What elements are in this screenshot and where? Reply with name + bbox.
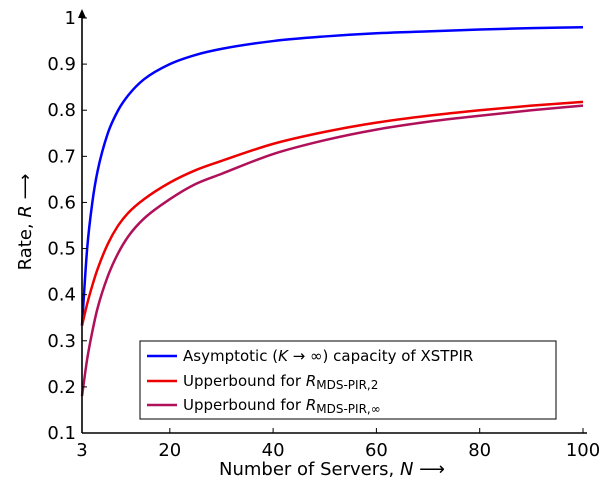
y-tick-label: 0.9 (47, 54, 76, 75)
axes (78, 9, 587, 434)
y-tick-label: 0.5 (47, 239, 76, 260)
series-curves (80, 25, 584, 397)
legend-box (139, 340, 557, 420)
x-axis-ticks: 3 20 40 60 80 100 (76, 428, 600, 461)
x-tick-label: 3 (76, 440, 87, 461)
curve-upperbound-mds-pir-inf (80, 104, 584, 397)
y-tick-label: 1 (65, 8, 76, 29)
legend-label-asymptotic: Asymptotic (K → ∞) capacity of XSTPIR (183, 347, 473, 365)
y-axis-ticks: 0.1 0.2 0.3 0.4 0.5 0.6 0.7 0.8 0.9 1 (47, 8, 87, 444)
curve-upperbound-mds-pir-2 (80, 100, 584, 326)
x-tick-label: 80 (468, 440, 491, 461)
x-tick-label: 60 (365, 440, 388, 461)
y-tick-label: 0.3 (47, 331, 76, 352)
y-tick-label: 0.8 (47, 100, 76, 121)
x-tick-label: 20 (158, 440, 181, 461)
y-tick-label: 0.7 (47, 146, 76, 167)
y-axis-arrowhead (78, 9, 86, 18)
y-tick-label: 0.1 (47, 423, 76, 444)
x-axis-title: Number of Servers, N ⟶ (219, 459, 445, 480)
y-tick-label: 0.4 (47, 285, 76, 306)
y-axis-title: Rate, R ⟶ (15, 174, 36, 271)
x-tick-label: 100 (566, 440, 600, 461)
y-tick-label: 0.2 (47, 377, 76, 398)
x-tick-label: 40 (262, 440, 285, 461)
legend-label-mds-pir-inf: Upperbound for RMDS-PIR,∞ (183, 396, 381, 416)
legend: Asymptotic (K → ∞) capacity of XSTPIR Up… (139, 340, 557, 420)
legend-label-mds-pir-2: Upperbound for RMDS-PIR,2 (183, 372, 378, 392)
curve-asymptotic-capacity (80, 25, 584, 326)
y-tick-label: 0.6 (47, 192, 76, 213)
